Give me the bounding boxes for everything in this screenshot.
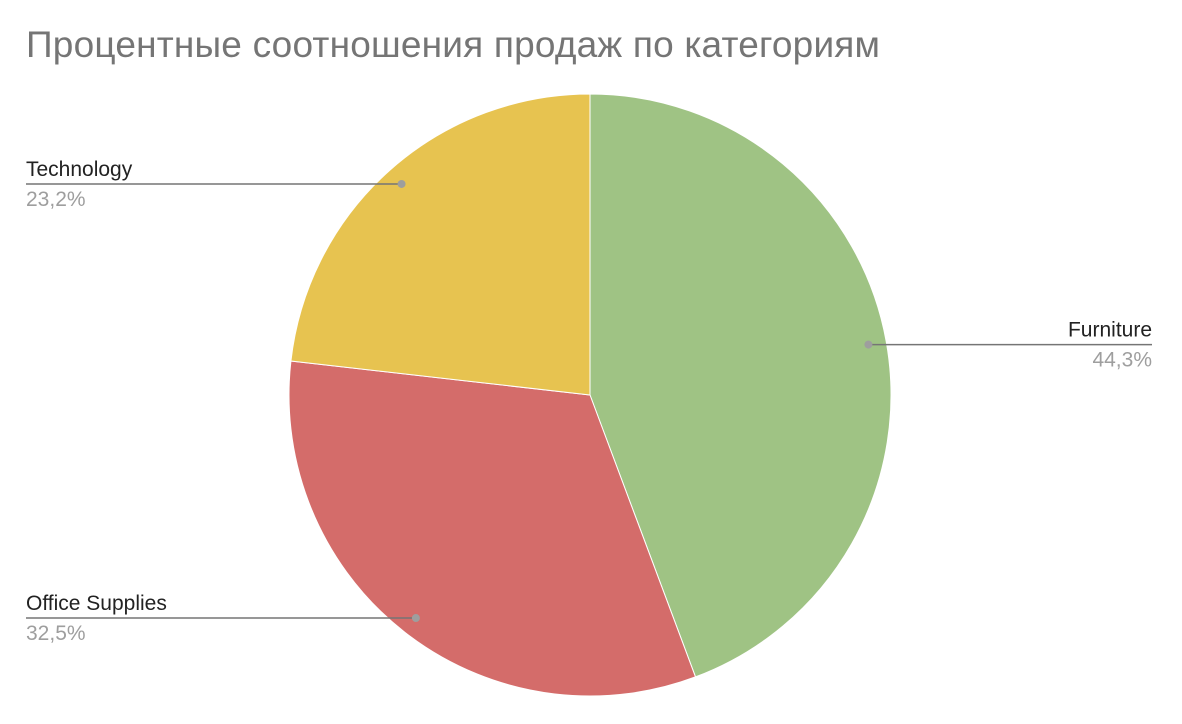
slice-percent-office-supplies: 32,5% bbox=[26, 622, 86, 645]
leader-dot-office-supplies bbox=[411, 614, 420, 623]
leader-dot-furniture bbox=[864, 340, 873, 349]
slice-office-supplies[interactable] bbox=[288, 360, 697, 697]
slice-label-furniture: Furniture bbox=[1068, 319, 1152, 342]
pie-labels: Furniture 44,3% Office Supplies 32,5% Techno… bbox=[26, 158, 1152, 645]
slice-label-technology: Technology bbox=[26, 158, 133, 181]
slice-label-office-supplies: Office Supplies bbox=[26, 592, 167, 615]
pie-slices bbox=[288, 93, 892, 697]
chart-title: Процентные соотношения продаж по категор… bbox=[26, 24, 881, 65]
slice-technology[interactable] bbox=[290, 93, 591, 396]
slice-percent-furniture: 44,3% bbox=[1092, 349, 1152, 372]
slice-furniture[interactable] bbox=[589, 93, 892, 678]
leader-dot-technology bbox=[397, 179, 406, 188]
slice-percent-technology: 23,2% bbox=[26, 188, 86, 211]
